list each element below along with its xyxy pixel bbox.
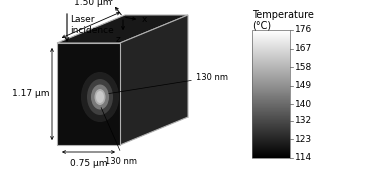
Polygon shape: [57, 15, 188, 43]
Text: 176: 176: [295, 25, 312, 35]
Text: 158: 158: [295, 63, 312, 72]
Text: (°C): (°C): [252, 21, 271, 31]
Text: 130 nm: 130 nm: [105, 157, 137, 166]
Text: 0.75 μm: 0.75 μm: [70, 159, 107, 168]
Text: x: x: [142, 15, 148, 24]
Text: 1.17 μm: 1.17 μm: [12, 89, 50, 99]
Polygon shape: [57, 43, 120, 145]
Text: Temperature: Temperature: [252, 10, 314, 20]
Text: 130 nm: 130 nm: [196, 73, 228, 83]
Text: Laser
incidence: Laser incidence: [70, 15, 114, 35]
Text: 123: 123: [295, 135, 312, 144]
Ellipse shape: [94, 89, 105, 105]
Text: 167: 167: [295, 44, 312, 53]
Text: 1.50 μm: 1.50 μm: [74, 0, 112, 7]
Ellipse shape: [96, 91, 104, 103]
Text: 140: 140: [295, 100, 312, 109]
Ellipse shape: [81, 72, 119, 122]
Text: 149: 149: [295, 81, 312, 90]
Polygon shape: [120, 15, 188, 145]
Text: 132: 132: [295, 116, 312, 125]
Text: y: y: [109, 0, 115, 1]
Ellipse shape: [91, 84, 109, 110]
Text: 114: 114: [295, 153, 312, 163]
Ellipse shape: [87, 79, 113, 115]
Text: z: z: [116, 35, 120, 44]
